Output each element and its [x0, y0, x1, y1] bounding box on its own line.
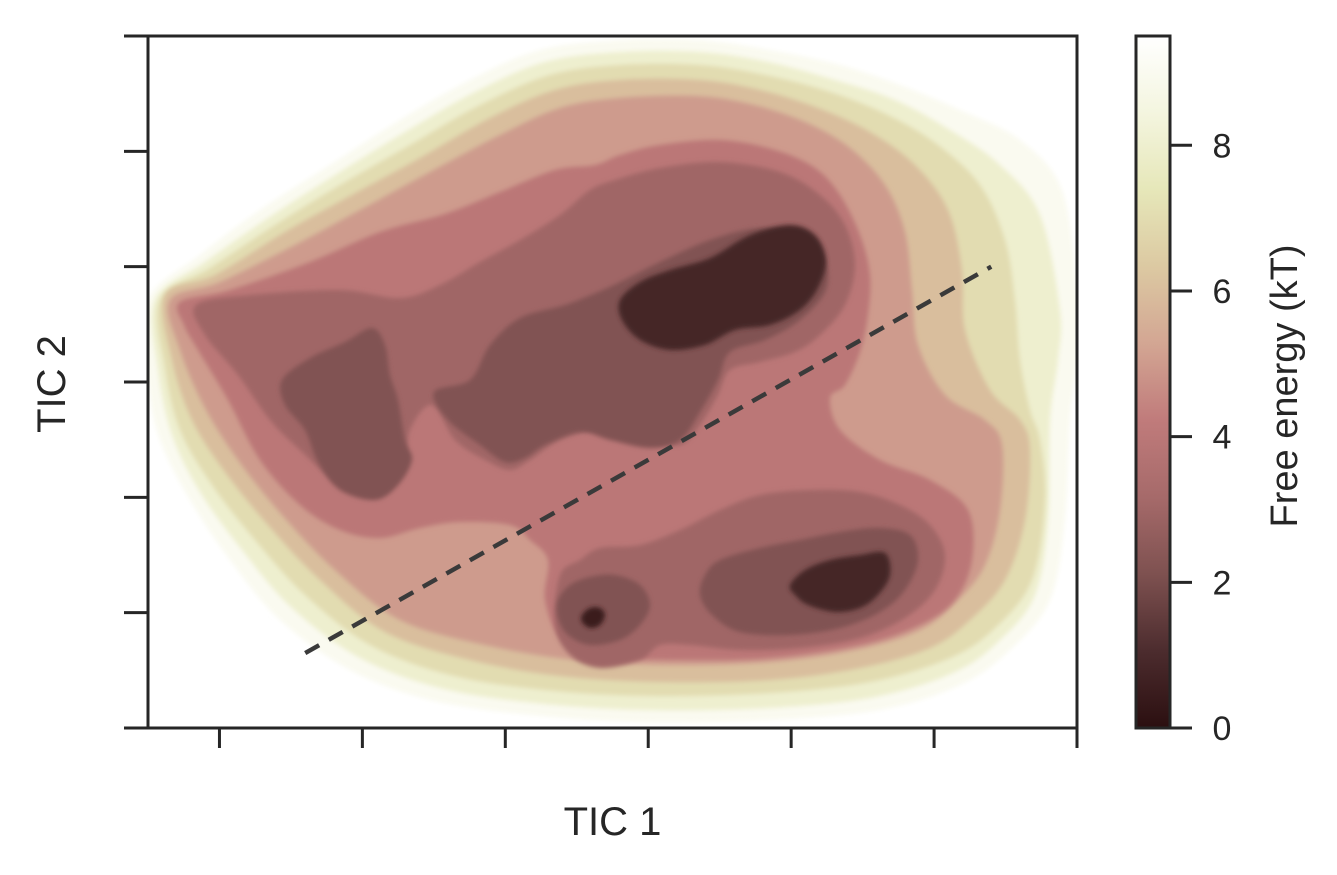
contour-level-2-lower-left — [556, 574, 650, 646]
colorbar-tick-label: 4 — [1213, 419, 1232, 457]
y-axis-label: TIC 2 — [30, 335, 74, 433]
colorbar-ticks: 0 2 4 6 8 — [1170, 127, 1231, 748]
colorbar-tick-label: 6 — [1213, 273, 1232, 311]
plot-area — [124, 34, 1079, 748]
free-energy-contours — [148, 38, 1077, 723]
contour-level-1-lower-left — [581, 607, 605, 629]
colorbar-tick-label: 0 — [1213, 710, 1232, 748]
dividing-line — [304, 264, 993, 655]
y-axis-ticks — [124, 34, 148, 730]
x-axis-label: TIC 1 — [564, 800, 662, 844]
colorbar: 0 2 4 6 8 Free energy (kT) — [1134, 34, 1306, 748]
colorbar-label: Free energy (kT) — [1264, 245, 1306, 528]
x-axis-ticks — [217, 728, 1079, 748]
contour-level-1-lower-right — [789, 551, 891, 613]
colorbar-tick-label: 2 — [1213, 564, 1232, 602]
contour-level-2-upper-left — [280, 327, 413, 501]
colorbar-tick-label: 8 — [1213, 127, 1232, 165]
colorbar-bar — [1134, 34, 1172, 730]
contour-level-1-upper-right — [618, 225, 827, 351]
